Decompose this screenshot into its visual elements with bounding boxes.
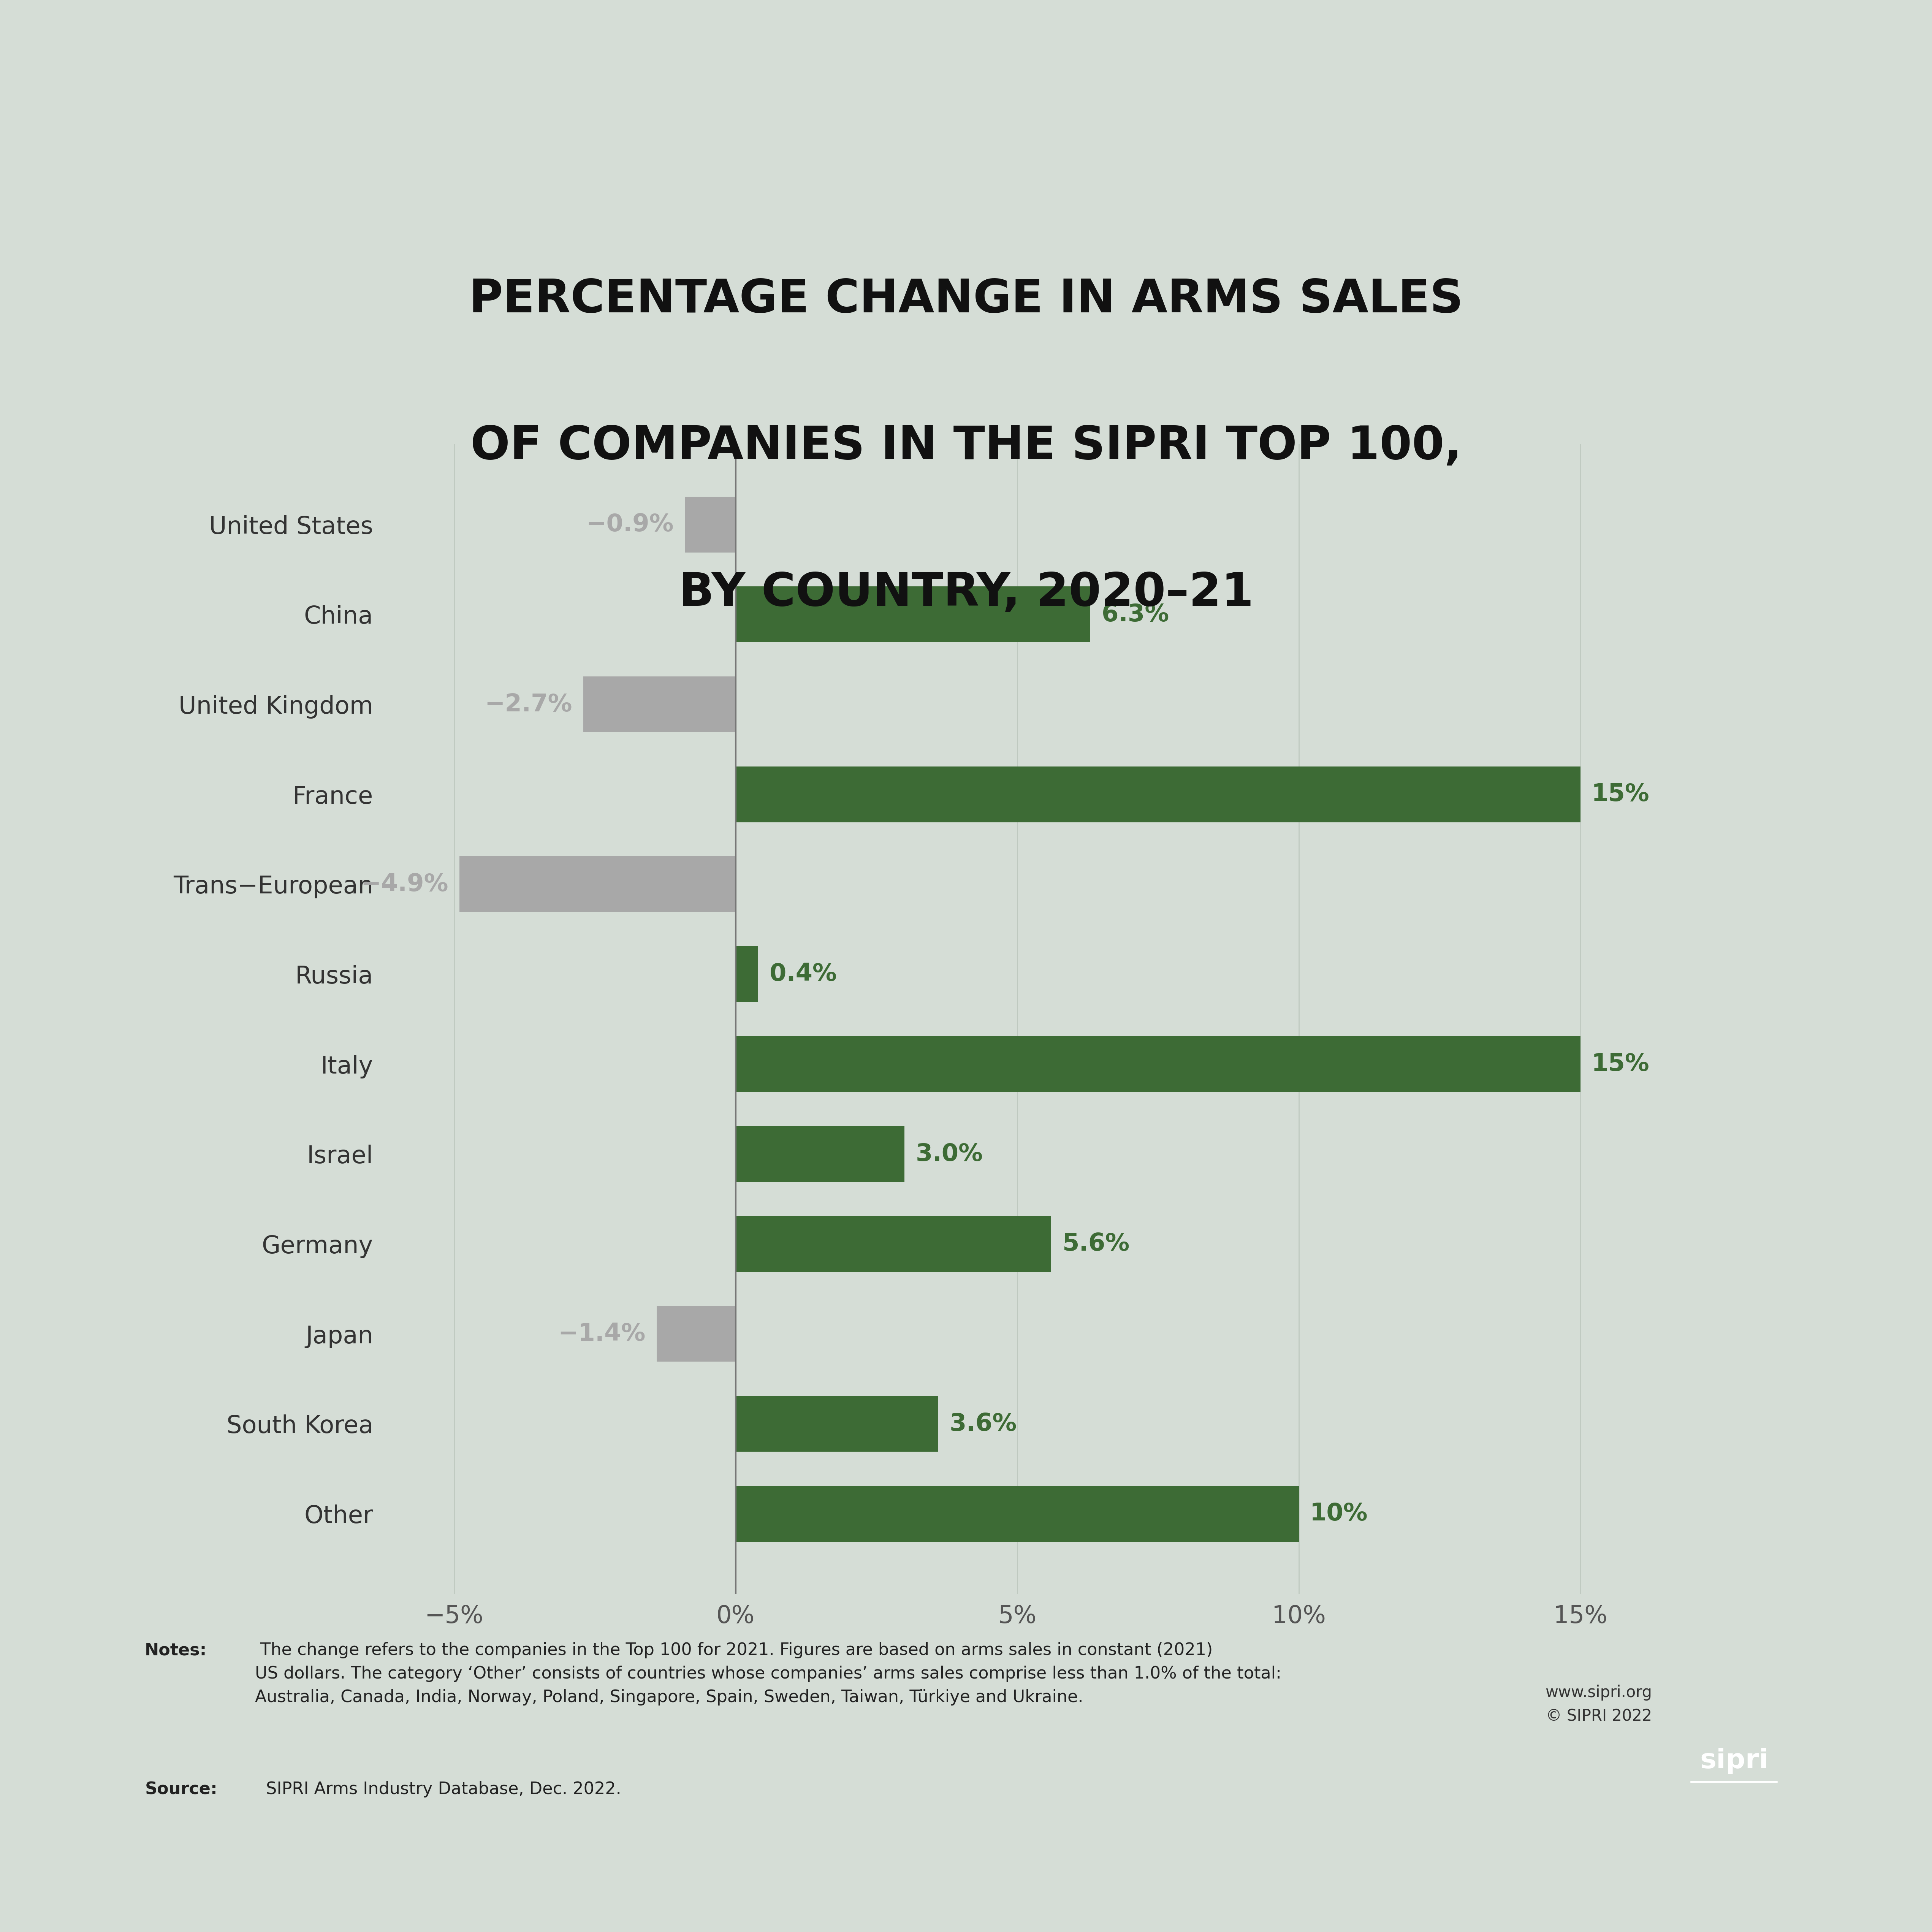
Text: 10%: 10%: [1310, 1501, 1368, 1526]
Text: BY COUNTRY, 2020–21: BY COUNTRY, 2020–21: [678, 570, 1254, 616]
Text: PERCENTAGE CHANGE IN ARMS SALES: PERCENTAGE CHANGE IN ARMS SALES: [469, 276, 1463, 323]
Text: 5.6%: 5.6%: [1063, 1233, 1130, 1256]
Text: sipri: sipri: [1700, 1748, 1768, 1774]
Text: 0.4%: 0.4%: [769, 962, 837, 985]
Text: 3.0%: 3.0%: [916, 1142, 983, 1165]
Bar: [736, 587, 1090, 641]
Bar: [736, 1126, 904, 1182]
Text: 3.6%: 3.6%: [949, 1412, 1016, 1435]
Text: The change refers to the companies in the Top 100 for 2021. Figures are based on: The change refers to the companies in th…: [255, 1642, 1281, 1706]
Text: 15%: 15%: [1592, 1053, 1650, 1076]
Text: −0.9%: −0.9%: [585, 512, 674, 537]
Bar: [736, 1397, 939, 1451]
Text: www.sipri.org
© SIPRI 2022: www.sipri.org © SIPRI 2022: [1546, 1685, 1652, 1723]
Text: −4.9%: −4.9%: [361, 873, 448, 896]
Bar: [657, 1306, 736, 1362]
Bar: [736, 1486, 1298, 1542]
Text: −2.7%: −2.7%: [485, 692, 572, 717]
Text: 15%: 15%: [1592, 782, 1650, 806]
Text: SIPRI Arms Industry Database, Dec. 2022.: SIPRI Arms Industry Database, Dec. 2022.: [261, 1781, 622, 1797]
Text: OF COMPANIES IN THE SIPRI TOP 100,: OF COMPANIES IN THE SIPRI TOP 100,: [469, 423, 1463, 469]
Bar: [736, 947, 757, 1003]
Text: −1.4%: −1.4%: [558, 1321, 645, 1347]
Bar: [684, 497, 736, 553]
Bar: [736, 1215, 1051, 1271]
Bar: [736, 767, 1580, 823]
Text: 6.3%: 6.3%: [1101, 603, 1169, 626]
Bar: [460, 856, 736, 912]
Text: Source:: Source:: [145, 1781, 218, 1797]
Text: Notes:: Notes:: [145, 1642, 207, 1658]
Bar: [736, 1036, 1580, 1092]
Bar: [583, 676, 736, 732]
